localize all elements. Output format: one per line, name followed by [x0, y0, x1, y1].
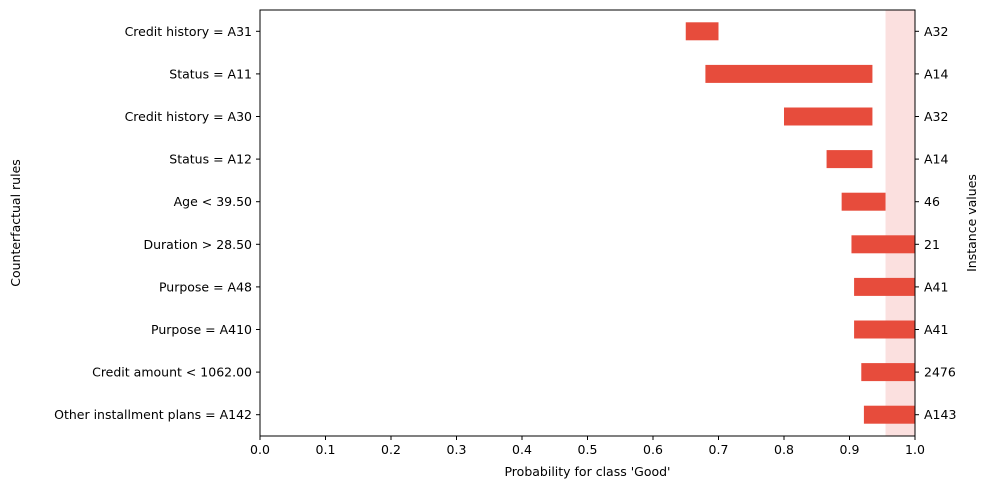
x-axis-label: Probability for class 'Good' [504, 464, 670, 479]
y-axis-label-right: Instance values [964, 174, 979, 272]
x-tick-label: 0.0 [250, 442, 270, 457]
rule-label: Duration > 28.50 [144, 237, 253, 252]
x-tick-label: 0.2 [381, 442, 401, 457]
x-tick-label: 0.1 [316, 442, 336, 457]
instance-value-label: A32 [924, 24, 948, 39]
instance-value-label: A143 [924, 407, 956, 422]
rule-label: Purpose = A410 [151, 322, 252, 337]
x-axis-ticks: 0.0 0.1 0.2 0.3 0.4 0.5 0.6 0.7 0.8 0.9 1.0 [250, 436, 925, 457]
bar [854, 277, 915, 296]
bar [851, 235, 915, 254]
instance-value-label: A32 [924, 109, 948, 124]
rule-label: Other installment plans = A142 [54, 407, 252, 422]
instance-value-label: A41 [924, 279, 948, 294]
rule-label: Age < 39.50 [174, 194, 252, 209]
x-tick-label: 0.6 [643, 442, 663, 457]
rule-labels: Credit history = A31 Status = A11 Credit h… [54, 24, 260, 422]
x-tick-label: 1.0 [905, 442, 925, 457]
bar [841, 192, 886, 211]
bar [705, 64, 873, 83]
instance-value-label: 2476 [924, 365, 956, 380]
x-tick-label: 0.7 [709, 442, 729, 457]
bar [784, 107, 873, 126]
rule-label: Credit amount < 1062.00 [92, 365, 252, 380]
bar [826, 150, 873, 169]
instance-value-label: A14 [924, 66, 949, 81]
instance-value-labels: A32 A14 A32 A14 46 21 A41 A41 2476 A143 [915, 24, 956, 422]
x-tick-label: 0.9 [840, 442, 860, 457]
x-tick-label: 0.5 [578, 442, 598, 457]
bar [861, 363, 915, 382]
instance-value-label: A14 [924, 152, 949, 167]
x-tick-label: 0.8 [774, 442, 794, 457]
instance-value-label: A41 [924, 322, 948, 337]
bar [863, 405, 915, 424]
x-tick-label: 0.3 [447, 442, 467, 457]
bars [685, 22, 915, 424]
rule-label: Credit history = A31 [125, 24, 252, 39]
bar [854, 320, 915, 339]
rule-label: Status = A11 [169, 66, 252, 81]
rule-label: Purpose = A48 [159, 279, 252, 294]
bar [685, 22, 719, 41]
y-axis-label: Counterfactual rules [8, 159, 23, 287]
instance-value-label: 46 [924, 194, 940, 209]
rule-label: Credit history = A30 [125, 109, 252, 124]
x-tick-label: 0.4 [512, 442, 532, 457]
instance-value-label: 21 [924, 237, 940, 252]
rule-label: Status = A12 [169, 152, 252, 167]
